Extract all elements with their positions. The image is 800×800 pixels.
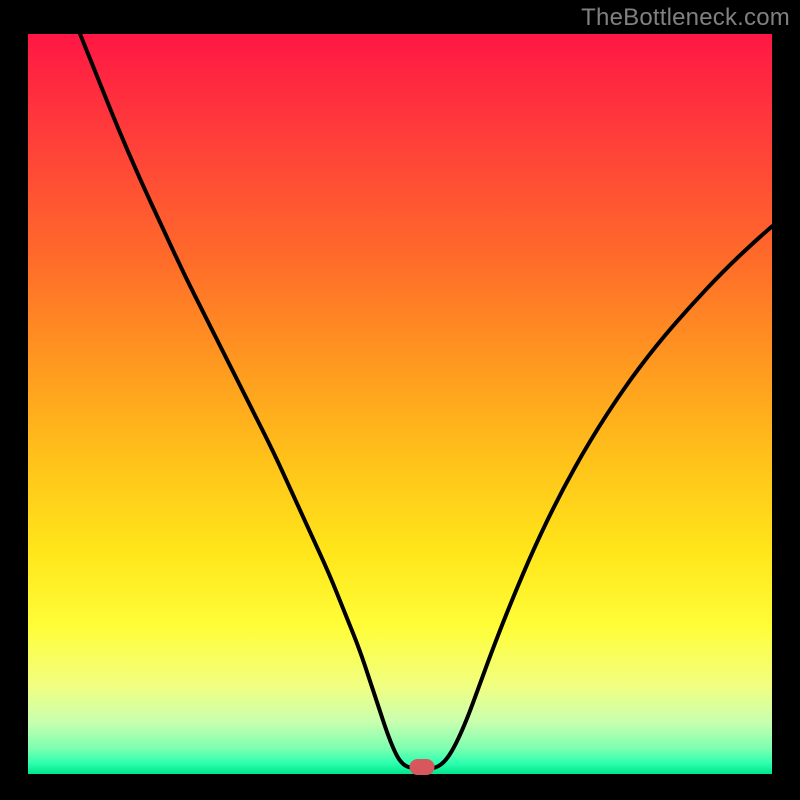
plot-svg — [28, 34, 772, 774]
minimum-marker — [410, 759, 435, 775]
watermark-text: TheBottleneck.com — [581, 4, 790, 32]
gradient-background — [28, 34, 772, 774]
plot-area — [28, 34, 772, 774]
